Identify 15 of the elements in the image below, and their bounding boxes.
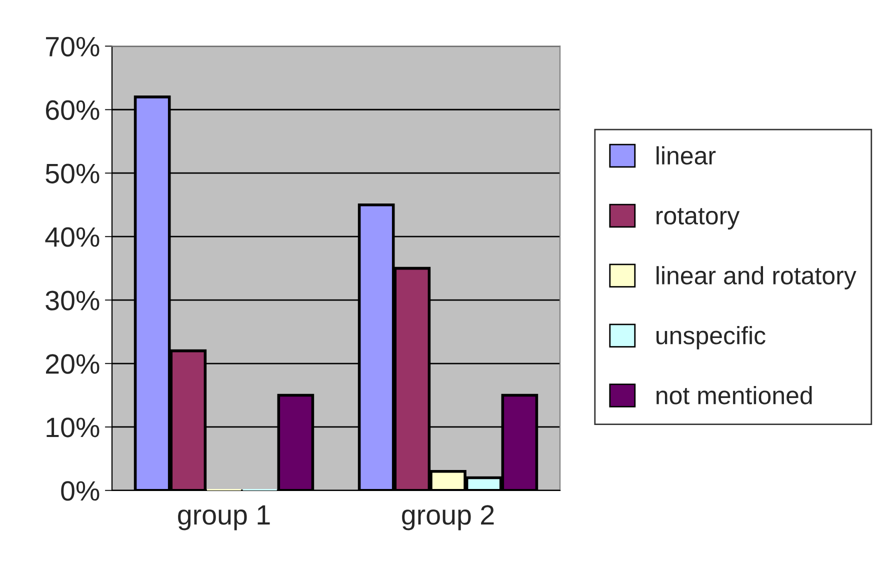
legend-label: linear and rotatory bbox=[656, 266, 856, 290]
legend-label: not mentioned bbox=[656, 386, 812, 404]
y-tick-label: 70% bbox=[46, 36, 100, 56]
y-tick-label: 0% bbox=[61, 481, 100, 501]
y-tick-label: 50% bbox=[46, 164, 100, 184]
y-tick-label: 20% bbox=[46, 354, 100, 374]
y-tick-label: 60% bbox=[46, 100, 100, 120]
legend-label: unspecific bbox=[656, 326, 766, 350]
x-tick-label: group 1 bbox=[178, 505, 270, 530]
y-tick-label: 30% bbox=[46, 290, 100, 310]
y-tick-label: 10% bbox=[46, 418, 100, 438]
legend-label: rotatory bbox=[656, 208, 740, 230]
y-tick-label: 40% bbox=[45, 227, 100, 247]
x-tick-label: group 2 bbox=[402, 505, 494, 530]
legend-label: linear bbox=[656, 146, 716, 165]
